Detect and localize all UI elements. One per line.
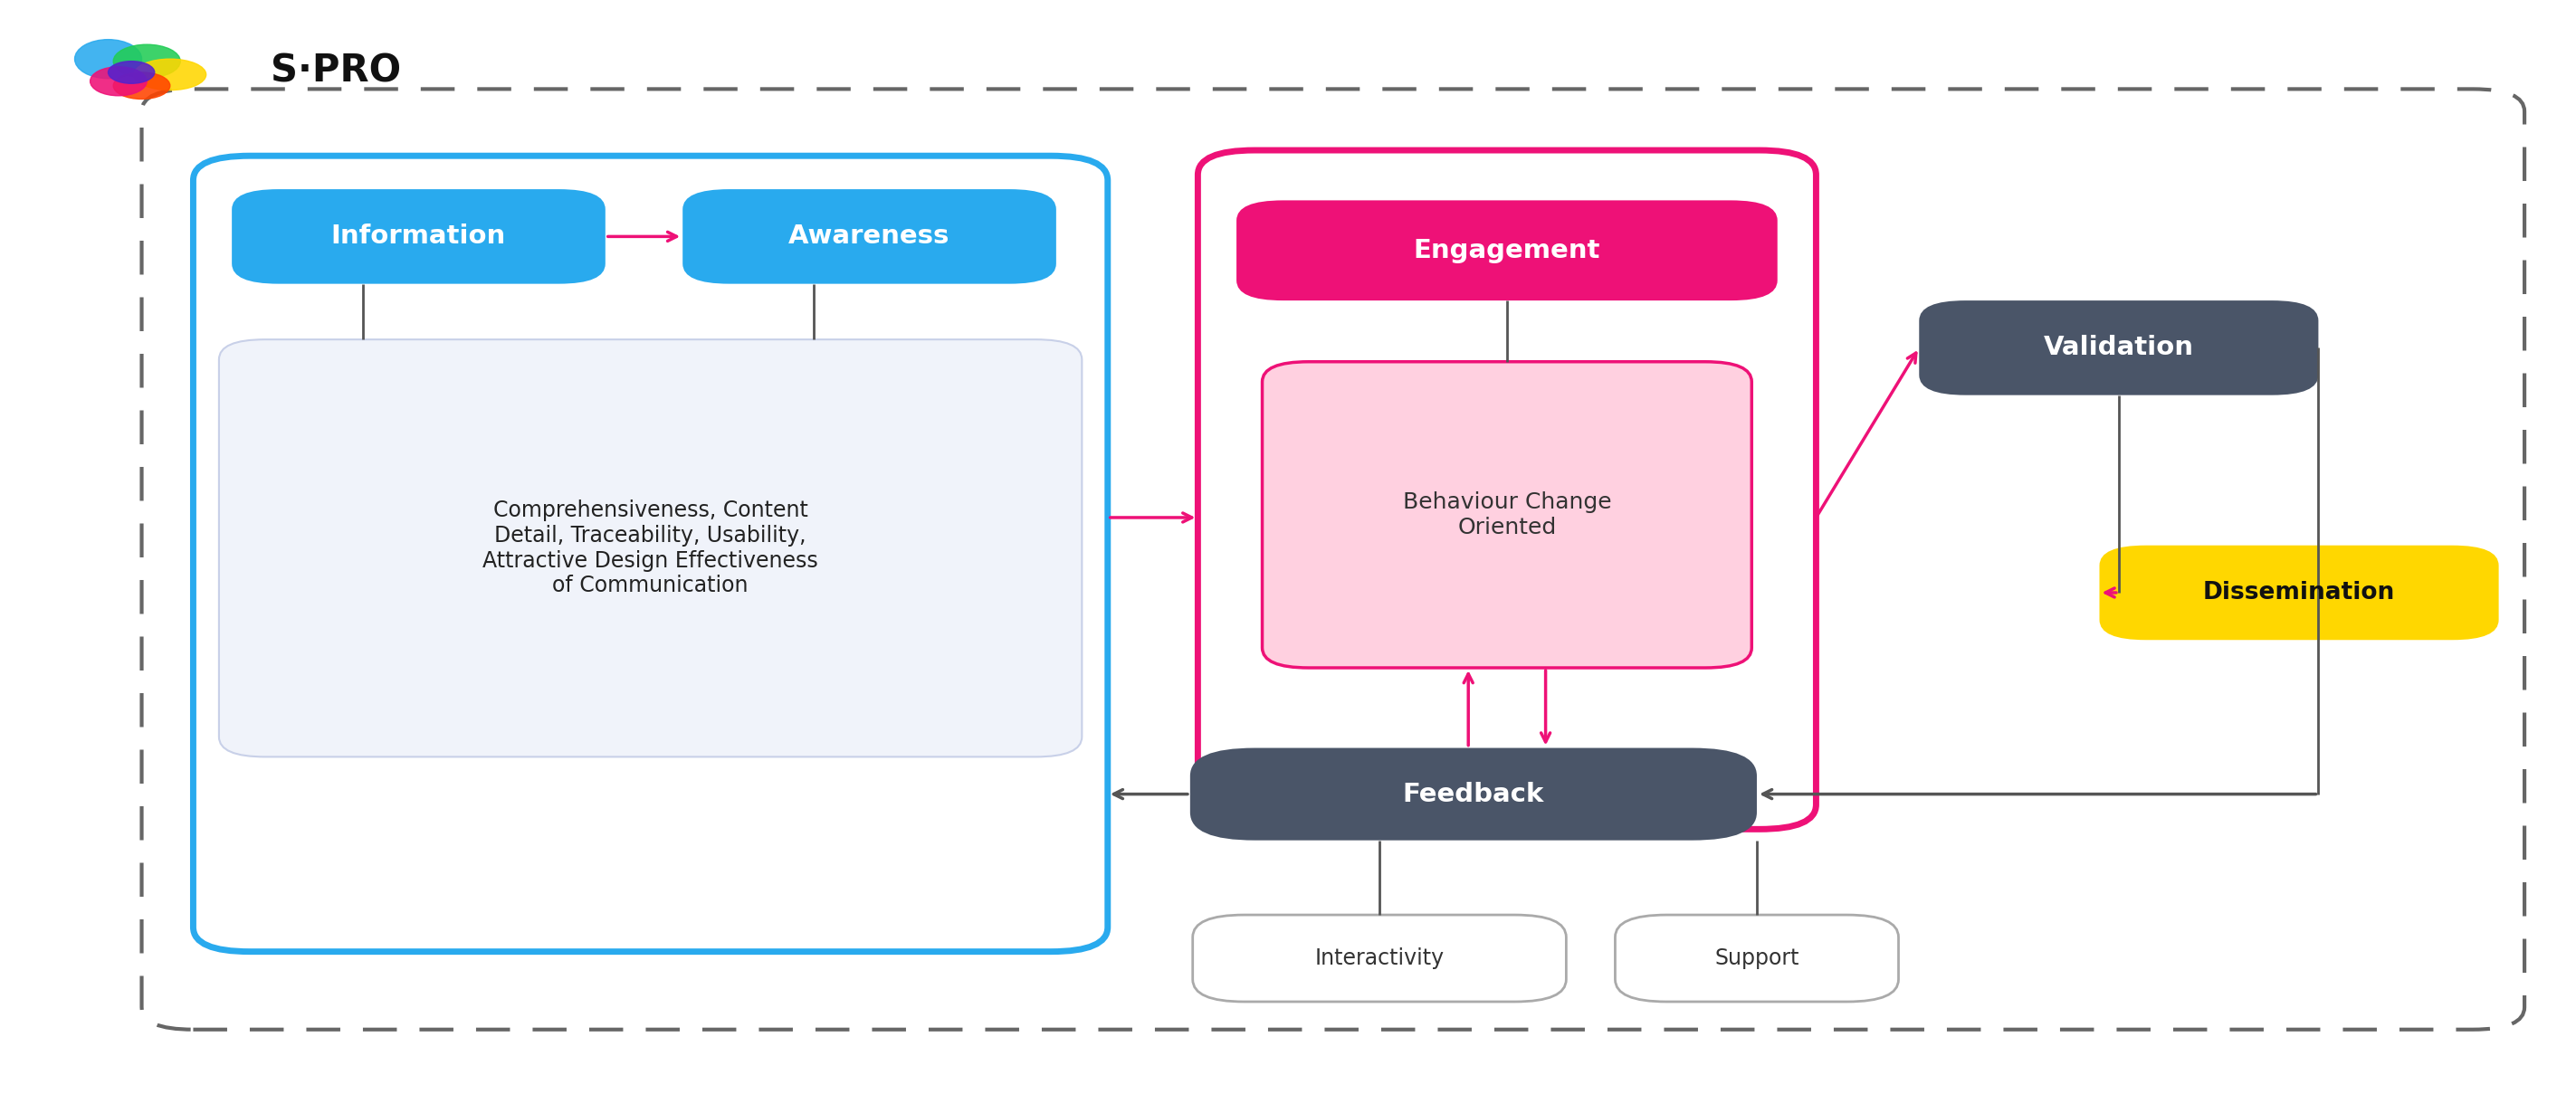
Ellipse shape (113, 72, 170, 99)
FancyBboxPatch shape (219, 339, 1082, 757)
FancyBboxPatch shape (1190, 748, 1757, 840)
Ellipse shape (134, 59, 206, 90)
Text: Information: Information (332, 224, 505, 249)
FancyBboxPatch shape (1262, 362, 1752, 668)
Ellipse shape (108, 61, 155, 83)
Text: Validation: Validation (2043, 335, 2195, 361)
Text: Feedback: Feedback (1404, 781, 1543, 807)
FancyBboxPatch shape (683, 189, 1056, 284)
FancyBboxPatch shape (1615, 915, 1899, 1002)
Text: Interactivity: Interactivity (1314, 947, 1445, 969)
Ellipse shape (90, 67, 147, 96)
Ellipse shape (113, 45, 180, 78)
Ellipse shape (75, 39, 142, 79)
Text: Dissemination: Dissemination (2202, 581, 2396, 604)
FancyBboxPatch shape (1193, 915, 1566, 1002)
FancyBboxPatch shape (1919, 301, 2318, 395)
Text: Comprehensiveness, Content
Detail, Traceability, Usability,
Attractive Design Ef: Comprehensiveness, Content Detail, Trace… (482, 500, 819, 597)
Text: Engagement: Engagement (1414, 238, 1600, 263)
Text: S·PRO: S·PRO (270, 52, 402, 90)
FancyBboxPatch shape (232, 189, 605, 284)
Text: Behaviour Change
Oriented: Behaviour Change Oriented (1401, 491, 1613, 539)
Text: Support: Support (1716, 947, 1798, 969)
FancyBboxPatch shape (1236, 200, 1777, 301)
Text: Awareness: Awareness (788, 224, 951, 249)
FancyBboxPatch shape (2099, 545, 2499, 640)
